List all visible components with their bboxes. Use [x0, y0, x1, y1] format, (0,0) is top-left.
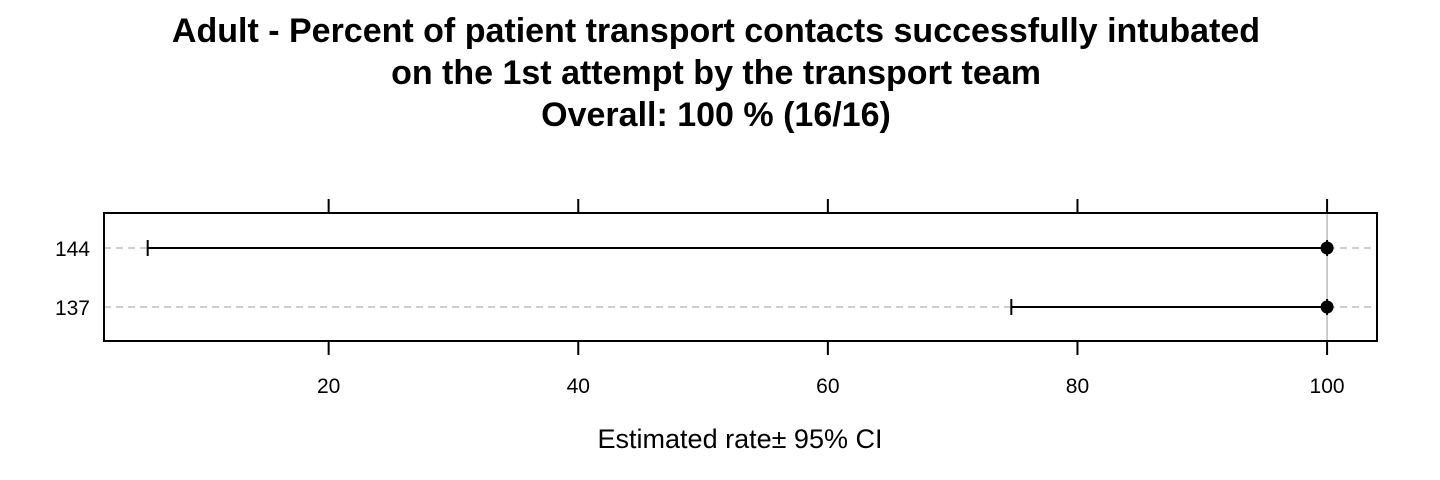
category-label-137: 137: [55, 297, 90, 320]
category-label-144: 144: [55, 238, 90, 261]
x-tick-label-80: 80: [1066, 375, 1089, 398]
tick-layer: 20 40 60 80 100: [317, 199, 1345, 398]
category-label-layer: 144 137: [55, 238, 90, 320]
point-layer: [1320, 241, 1334, 314]
ci-layer: [146, 240, 1329, 315]
x-tick-label-40: 40: [567, 375, 590, 398]
x-tick-label-20: 20: [317, 375, 340, 398]
point-estimate-144: [1320, 241, 1334, 255]
plot-frame: [103, 212, 1378, 342]
x-tick-label-60: 60: [816, 375, 839, 398]
x-axis-title: Estimated rate± 95% CI: [598, 424, 883, 454]
grid-layer: [104, 247, 1377, 308]
x-tick-label-100: 100: [1310, 375, 1345, 398]
point-estimate-137: [1320, 300, 1334, 314]
chart-title-line-3: Overall: 100 % (16/16): [541, 96, 891, 134]
chart-title: Adult - Percent of patient transport con…: [0, 10, 1432, 136]
chart-title-line-2: on the 1st attempt by the transport team: [391, 54, 1041, 92]
chart-title-line-1: Adult - Percent of patient transport con…: [171, 12, 1261, 50]
